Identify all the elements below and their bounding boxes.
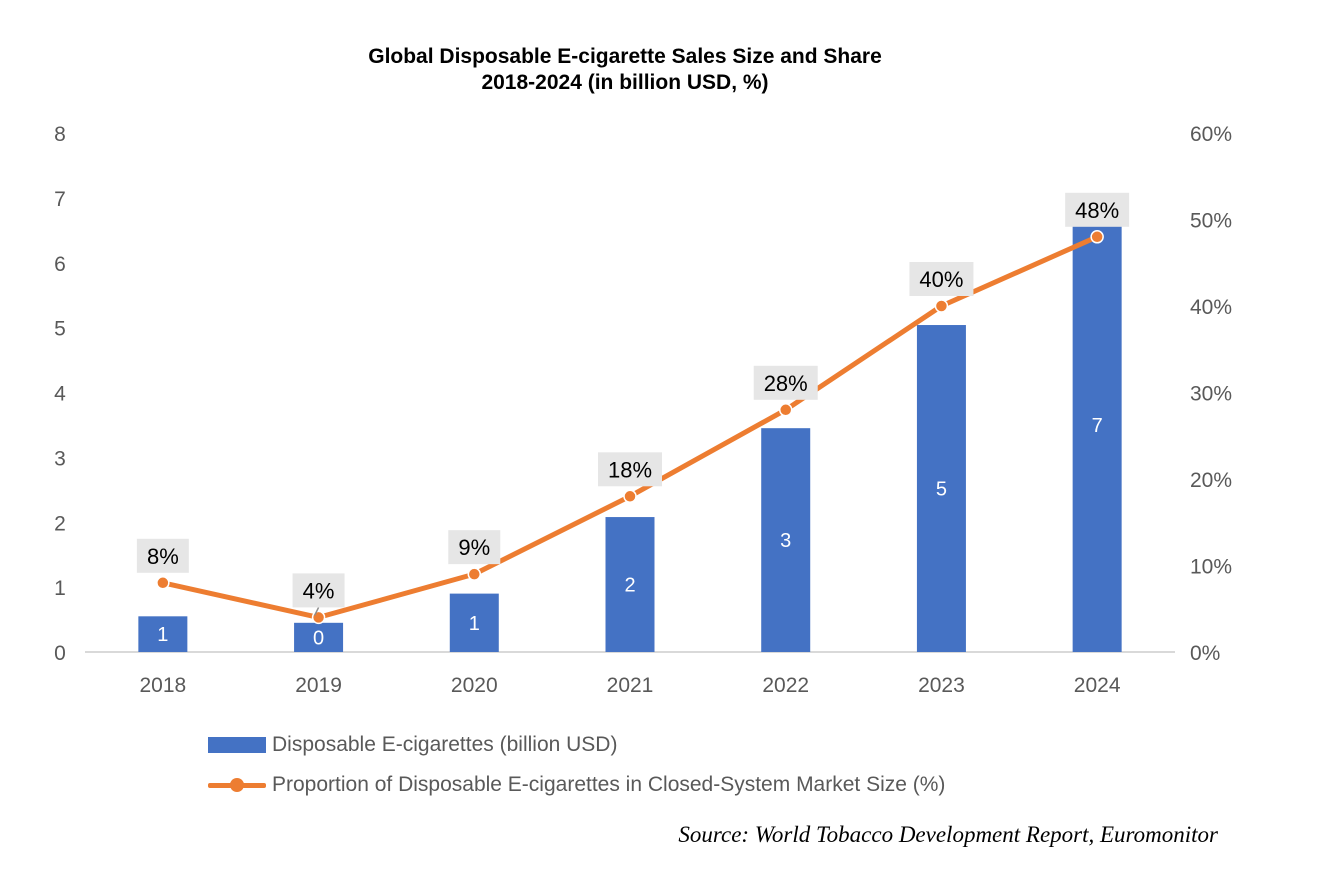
bar-series — [138, 197, 1122, 652]
bar — [916, 325, 966, 652]
point-data-label: 40% — [919, 267, 963, 292]
right-axis: 0% 10% 20% 30% 40% 50% 60% — [1190, 123, 1232, 665]
right-axis-tick-label: 10% — [1190, 556, 1232, 579]
bar-data-label: 0 — [313, 627, 324, 649]
chart-title-line2: 2018-2024 (in billion USD, %) — [481, 71, 769, 94]
point-label-box — [1065, 192, 1130, 227]
point-data-label: 4% — [303, 578, 335, 603]
bar-data-label: 7 — [1092, 415, 1103, 437]
left-axis-tick-label: 8 — [54, 123, 66, 146]
legend-item-line[interactable]: Proportion of Disposable E-cigarettes in… — [208, 773, 945, 797]
right-axis-tick-label: 60% — [1190, 123, 1232, 146]
x-axis-tick-label: 2024 — [1074, 674, 1121, 697]
left-axis-tick-label: 1 — [54, 577, 66, 600]
right-axis-tick-label: 0% — [1190, 642, 1220, 665]
point-data-label: 48% — [1075, 198, 1119, 223]
x-axis-tick-label: 2022 — [762, 674, 809, 697]
source-text: : World Tobacco Development Report, Euro… — [741, 822, 1218, 847]
point-label-box — [909, 262, 974, 296]
legend-line-swatch — [208, 777, 266, 793]
point-label-box — [448, 530, 501, 565]
line-point — [467, 567, 482, 581]
right-axis-tick-label: 20% — [1190, 469, 1232, 492]
line-point — [623, 489, 637, 504]
line-point — [934, 299, 949, 313]
left-axis-tick-label: 6 — [54, 253, 66, 276]
bar — [1072, 197, 1122, 652]
right-axis-tick-label: 50% — [1190, 210, 1232, 233]
source-note: Source: World Tobacco Development Report… — [678, 822, 1218, 848]
combo-chart: 0 1 2 3 4 5 6 7 8 0% 10% 20% 30% 40% 50% 60% 1 0 1 2 3 5 7 8… — [54, 123, 1232, 697]
point-label-box — [136, 538, 189, 573]
x-axis-tick-label: 2019 — [295, 674, 342, 697]
legend-bar-label: Disposable E-cigarettes (billion USD) — [272, 733, 618, 756]
x-axis-tick-label: 2021 — [607, 674, 654, 697]
bar-data-label: 2 — [624, 575, 635, 597]
right-axis-tick-label: 40% — [1190, 296, 1232, 319]
legend-line-label: Proportion of Disposable E-cigarettes in… — [272, 773, 946, 796]
right-axis-tick-label: 30% — [1190, 383, 1232, 406]
legend-bar-swatch — [208, 737, 266, 753]
left-axis-tick-label: 3 — [54, 447, 66, 470]
point-data-label: 18% — [608, 457, 652, 482]
left-axis-tick-label: 4 — [54, 383, 66, 406]
x-axis-tick-label: 2020 — [451, 674, 498, 697]
line-point — [156, 576, 170, 590]
line-data-labels: 8% 4% 9% 18% 28% 40% 48% — [136, 192, 1130, 616]
label-leader-line — [313, 607, 320, 616]
bar — [294, 622, 344, 652]
point-label-box — [598, 452, 662, 487]
line-point — [778, 403, 793, 417]
chart-title-line1: Global Disposable E-cigarette Sales Size… — [368, 45, 882, 68]
bar-data-label: 1 — [157, 624, 168, 646]
bar — [138, 616, 188, 652]
bar — [761, 428, 811, 652]
bar-data-label: 3 — [780, 530, 791, 552]
line-point — [1090, 230, 1104, 244]
left-axis-tick-label: 7 — [54, 188, 66, 211]
left-axis-tick-label: 2 — [54, 512, 66, 535]
chart-title: Global Disposable E-cigarette Sales Size… — [0, 44, 1250, 96]
line-series — [156, 230, 1104, 625]
point-label-box — [753, 365, 818, 400]
left-axis-tick-label: 5 — [54, 318, 66, 341]
x-axis-tick-label: 2023 — [918, 674, 965, 697]
bar — [449, 593, 499, 652]
point-data-label: 28% — [764, 371, 808, 396]
point-data-label: 9% — [458, 535, 490, 560]
left-axis-tick-label: 0 — [54, 642, 66, 665]
bar — [605, 517, 655, 652]
bar-data-label: 1 — [469, 613, 480, 635]
point-label-box — [292, 573, 345, 608]
left-axis: 0 1 2 3 4 5 6 7 8 — [54, 123, 66, 665]
source-prefix: Source — [678, 822, 742, 847]
x-axis: 2018 2019 2020 2021 2022 2023 2024 — [139, 674, 1120, 697]
bar-data-labels: 1 0 1 2 3 5 7 — [157, 415, 1102, 649]
point-data-label: 8% — [147, 544, 179, 569]
x-axis-tick-label: 2018 — [139, 674, 186, 697]
bar-data-label: 5 — [936, 479, 947, 501]
legend-item-bars[interactable]: Disposable E-cigarettes (billion USD) — [208, 733, 617, 757]
line-point — [311, 610, 326, 625]
